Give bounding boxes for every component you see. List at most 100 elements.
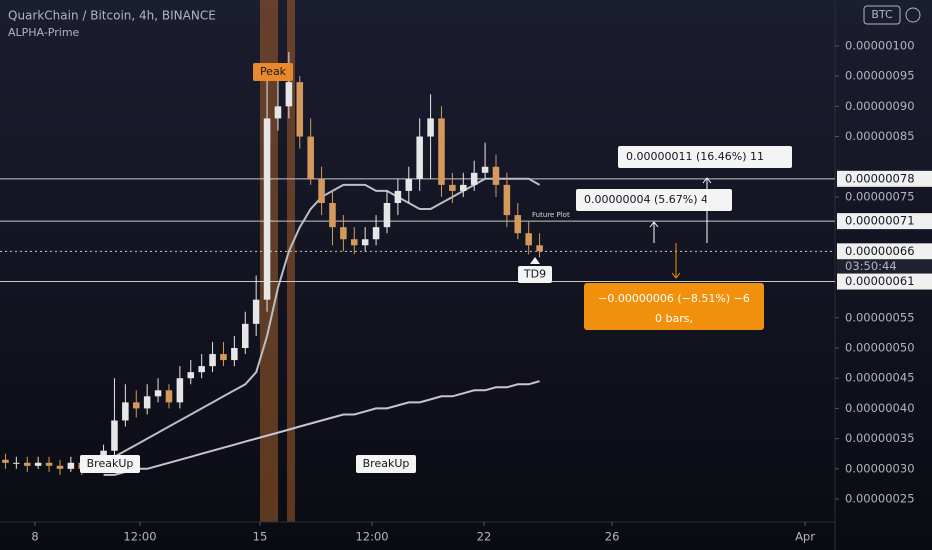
price-label-box [837, 213, 932, 230]
candle-body [13, 462, 20, 464]
candle-body [525, 233, 532, 246]
future-plot-label: Future Plot [532, 211, 570, 219]
settings-icon[interactable] [905, 7, 921, 23]
x-tick-label: 12:00 [355, 530, 388, 544]
candle-body [296, 82, 304, 137]
candle-body [383, 203, 391, 228]
moving-average [103, 380, 540, 476]
breakup-label-box [356, 455, 416, 473]
countdown-box [837, 259, 932, 274]
y-tick-label: 0.00000075 [845, 189, 915, 203]
target-low-box [584, 283, 764, 330]
x-tick-label: 15 [253, 530, 268, 544]
candle-body [231, 348, 238, 361]
target-mid: 0.00000004 (5.67%) 4 [584, 193, 708, 206]
x-tick-label: 12:00 [123, 530, 156, 544]
candle-body [536, 245, 543, 252]
target-arrow-head [702, 177, 712, 184]
candle-body [187, 372, 195, 379]
candle-body [198, 366, 205, 373]
candle-body [241, 323, 249, 348]
candle-body [34, 462, 42, 466]
x-tick-label: 26 [605, 530, 620, 544]
y-tick-label: 0.00000045 [845, 371, 915, 385]
y-tick-label: 0.00000085 [845, 129, 915, 143]
candle-body [252, 299, 260, 324]
candle-body [132, 402, 140, 409]
candle-body [318, 178, 325, 203]
candle-body [176, 378, 184, 403]
price-label: 0.00000061 [845, 274, 915, 288]
target-arrow-head [649, 221, 659, 228]
y-tick-label: 0.00000090 [845, 99, 915, 113]
candle-body [23, 462, 31, 466]
candle-body [154, 390, 162, 397]
candle-body [361, 239, 369, 246]
candle-body [67, 462, 75, 469]
price-label-box [837, 170, 932, 187]
y-tick-label: 0.00000095 [845, 69, 915, 83]
candle-body [122, 402, 129, 421]
candle-body [143, 396, 151, 409]
candle-body [329, 203, 336, 228]
candle-body [263, 118, 271, 300]
target-mid-box [576, 189, 732, 211]
price-label-box [837, 243, 932, 260]
candle-body [220, 354, 227, 361]
candle-body [285, 82, 293, 107]
candle-body [56, 465, 64, 469]
candle-body [470, 172, 478, 185]
indicator-name: ALPHA-Prime [8, 26, 80, 39]
candle-body [405, 178, 413, 191]
candle-body [514, 215, 522, 234]
candle-body [209, 354, 216, 367]
x-tick-label: 22 [477, 530, 492, 544]
candle-body [2, 459, 9, 463]
candle-body [45, 462, 53, 466]
target-low: −0.00000006 (−8.51%) −6 [598, 292, 750, 305]
candle-body [111, 420, 118, 451]
x-tick-label: Apr [795, 530, 815, 544]
candle-body [427, 118, 434, 137]
td9-arrow [530, 257, 540, 264]
y-tick-label: 0.00000050 [845, 341, 915, 355]
currency-badge[interactable] [863, 5, 901, 25]
candle-body [438, 118, 445, 185]
breakup-label: BreakUp [363, 457, 410, 470]
price-label: 0.00000071 [845, 214, 915, 228]
y-tick-label: 0.00000035 [845, 431, 915, 445]
peak-label-box [253, 63, 293, 81]
target-high: 0.00000011 (16.46%) 11 [626, 150, 764, 163]
candle-body [307, 136, 314, 179]
candle-body [274, 106, 282, 119]
candle-body [460, 184, 467, 191]
candle-body [351, 239, 358, 246]
td9-label: TD9 [523, 268, 546, 281]
price-label-box [837, 273, 932, 290]
peak-label: Peak [260, 65, 287, 78]
candle-body [340, 227, 347, 240]
breakup-label-box [80, 455, 140, 473]
candle-body [165, 390, 173, 403]
target-low-bars: 0 bars, [655, 312, 693, 325]
candle-body [481, 166, 489, 173]
currency-label[interactable]: BTC [871, 8, 893, 21]
price-label: 0.00000078 [845, 171, 915, 185]
price-label: 0.00000066 [845, 244, 915, 258]
candle-body [449, 184, 456, 191]
x-tick-label: 8 [31, 530, 38, 544]
y-tick-label: 0.00000040 [845, 401, 915, 415]
td9-label-box [518, 266, 552, 283]
candle-body [394, 190, 402, 203]
y-tick-label: 0.00000030 [845, 461, 915, 475]
breakup-label: BreakUp [87, 457, 134, 470]
chart-title: QuarkChain / Bitcoin, 4h, BINANCE [8, 9, 216, 23]
countdown: 03:50:44 [845, 259, 897, 273]
candle-body [372, 227, 380, 240]
target-arrow-head [671, 272, 681, 279]
candle-body [416, 136, 423, 179]
y-tick-label: 0.00000025 [845, 492, 915, 506]
candle-body [503, 184, 511, 216]
